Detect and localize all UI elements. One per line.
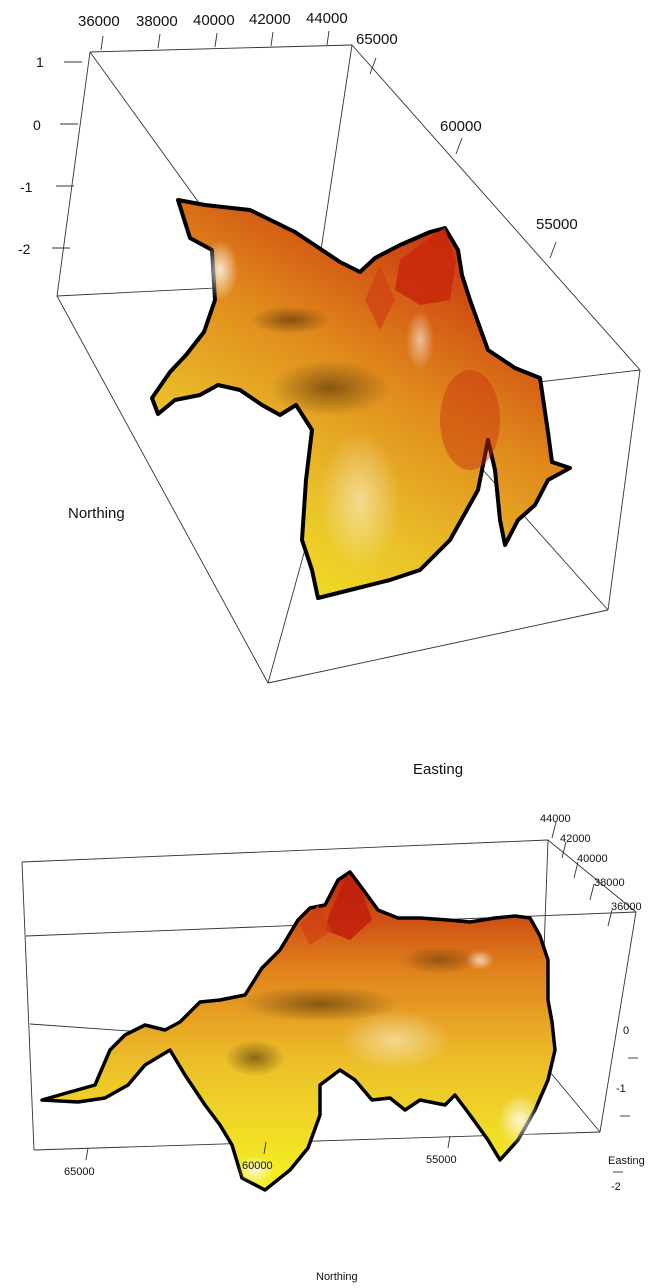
z-tick-label: -2 [18, 241, 31, 257]
northing-axis-title: Northing [316, 1271, 358, 1283]
easting-axis-top: 36000 38000 40000 42000 44000 [78, 10, 348, 51]
northing-tick-label: 60000 [242, 1160, 273, 1172]
easting-axis-bottom: 44000 42000 40000 38000 36000 [540, 813, 642, 927]
northing-tick-label: 60000 [440, 118, 482, 135]
z-tick-label: -1 [20, 179, 33, 195]
z-tick-label: 0 [623, 1025, 629, 1037]
easting-tick-label: 42000 [249, 11, 291, 28]
z-tick-label: 0 [33, 117, 41, 133]
z-tick-label: -2 [611, 1181, 621, 1193]
easting-tick-label: 36000 [78, 13, 120, 30]
surface-bottom [40, 870, 557, 1192]
chart-top-panel: 1 0 -1 -2 36000 38000 40000 42000 44000 … [18, 10, 641, 778]
z-tick-label: 1 [36, 54, 44, 70]
surface-top [150, 198, 572, 600]
easting-tick-label: 42000 [560, 833, 591, 845]
chart-bottom-panel: 44000 42000 40000 38000 36000 0 -1 -2 65… [21, 813, 645, 1283]
easting-tick-label: 44000 [306, 10, 348, 27]
northing-axis-top: 65000 60000 55000 [356, 31, 578, 259]
easting-tick-label: 40000 [577, 853, 608, 865]
z-axis-bottom: 0 -1 -2 [611, 1025, 638, 1193]
northing-tick-label: 65000 [356, 31, 398, 48]
northing-tick-label: 55000 [536, 216, 578, 233]
z-axis-top: 1 0 -1 -2 [18, 54, 82, 257]
northing-axis-title: Northing [68, 505, 125, 522]
northing-tick-label: 65000 [64, 1166, 95, 1178]
easting-tick-label: 38000 [594, 877, 625, 889]
easting-tick-label: 44000 [540, 813, 571, 825]
easting-tick-label: 40000 [193, 12, 235, 29]
z-tick-label: -1 [616, 1083, 626, 1095]
northing-axis-bottom: 65000 60000 55000 [64, 1135, 457, 1178]
easting-tick-label: 38000 [136, 13, 178, 30]
easting-axis-title: Easting [413, 761, 463, 778]
easting-tick-label: 36000 [611, 901, 642, 913]
easting-axis-title: Easting [608, 1155, 645, 1167]
northing-tick-label: 55000 [426, 1154, 457, 1166]
